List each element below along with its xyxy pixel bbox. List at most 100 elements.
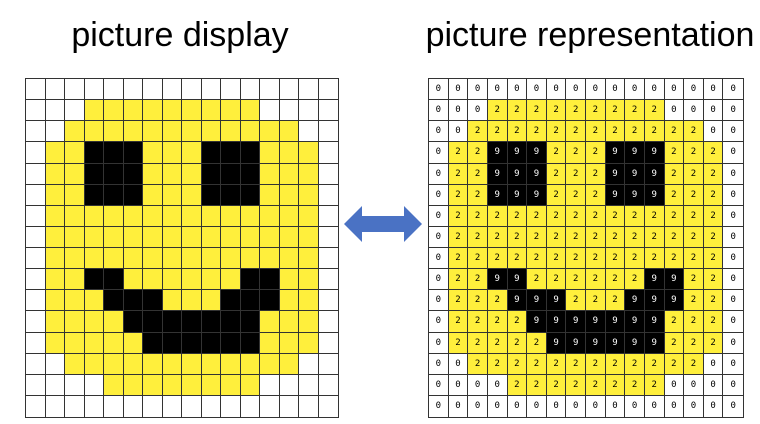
display-pixel [221, 269, 241, 291]
display-pixel [279, 290, 299, 312]
display-pixel [221, 311, 241, 333]
display-pixel [143, 311, 163, 333]
display-pixel [123, 163, 143, 185]
representation-cell: 2 [487, 100, 508, 122]
display-pixel [84, 184, 104, 206]
display-pixel [26, 332, 46, 354]
representation-cell: 9 [664, 290, 685, 312]
display-pixel [143, 353, 163, 375]
display-pixel [201, 395, 221, 417]
display-pixel [182, 121, 202, 143]
representation-cell: 9 [507, 163, 528, 185]
representation-cell: 9 [546, 332, 567, 354]
display-pixel [260, 142, 280, 164]
display-pixel [45, 226, 65, 248]
representation-cell: 0 [507, 79, 528, 101]
representation-cell: 2 [684, 205, 704, 227]
representation-cell: 0 [429, 374, 449, 396]
display-pixel [240, 100, 260, 122]
representation-cell: 2 [566, 290, 586, 312]
representation-cell: 9 [644, 311, 665, 333]
display-pixel [318, 100, 338, 122]
display-pixel [123, 79, 143, 101]
representation-cell: 0 [448, 100, 469, 122]
representation-cell: 2 [507, 121, 528, 143]
representation-cell: 9 [507, 142, 528, 164]
representation-cell: 0 [429, 395, 449, 417]
representation-cell: 2 [703, 248, 724, 270]
display-pixel [65, 100, 85, 122]
display-pixel [240, 121, 260, 143]
representation-cell: 9 [625, 311, 645, 333]
display-pixel [240, 248, 260, 270]
double-arrow-icon [344, 206, 422, 242]
representation-cell: 2 [507, 332, 528, 354]
display-pixel [279, 374, 299, 396]
representation-cell: 2 [468, 184, 488, 206]
representation-cell: 2 [566, 184, 586, 206]
display-pixel [26, 269, 46, 291]
representation-cell: 2 [487, 205, 508, 227]
representation-cell: 2 [605, 226, 626, 248]
representation-cell: 9 [586, 311, 606, 333]
representation-cell: 2 [644, 226, 665, 248]
representation-cell: 2 [468, 205, 488, 227]
display-pixel [201, 79, 221, 101]
representation-cell: 9 [644, 142, 665, 164]
representation-cell: 0 [684, 374, 704, 396]
representation-cell: 2 [468, 248, 488, 270]
display-pixel [65, 332, 85, 354]
display-pixel [123, 142, 143, 164]
display-pixel [123, 121, 143, 143]
display-pixel [201, 311, 221, 333]
representation-cell: 0 [507, 395, 528, 417]
display-pixel [299, 205, 319, 227]
display-pixel [162, 311, 182, 333]
representation-cell: 2 [625, 205, 645, 227]
display-pixel [162, 395, 182, 417]
display-pixel [201, 226, 221, 248]
display-pixel [221, 353, 241, 375]
display-pixel [65, 226, 85, 248]
representation-cell: 2 [664, 311, 685, 333]
representation-cell: 2 [664, 205, 685, 227]
representation-cell: 0 [723, 184, 743, 206]
representation-cell: 2 [546, 374, 567, 396]
display-pixel [162, 205, 182, 227]
display-pixel [240, 332, 260, 354]
double-arrow-shape [344, 206, 422, 242]
representation-cell: 2 [586, 205, 606, 227]
representation-cell: 0 [723, 374, 743, 396]
representation-cell: 2 [546, 163, 567, 185]
display-pixel [201, 205, 221, 227]
display-pixel [65, 290, 85, 312]
display-pixel [65, 395, 85, 417]
display-pixel [45, 205, 65, 227]
display-pixel [182, 184, 202, 206]
representation-cell: 2 [448, 290, 469, 312]
display-pixel [299, 226, 319, 248]
representation-cell: 2 [703, 142, 724, 164]
representation-cell: 0 [586, 79, 606, 101]
display-pixel [143, 205, 163, 227]
display-pixel [221, 395, 241, 417]
representation-cell: 9 [487, 184, 508, 206]
display-pixel [45, 353, 65, 375]
representation-cell: 2 [448, 142, 469, 164]
representation-cell: 2 [468, 142, 488, 164]
representation-cell: 9 [605, 311, 626, 333]
representation-cell: 2 [487, 290, 508, 312]
display-pixel [162, 269, 182, 291]
display-pixel [182, 79, 202, 101]
display-pixel [143, 248, 163, 270]
representation-cell: 0 [664, 79, 685, 101]
display-pixel [65, 79, 85, 101]
representation-cell: 0 [723, 163, 743, 185]
display-pixel [318, 332, 338, 354]
display-pixel [260, 121, 280, 143]
representation-cell: 2 [448, 311, 469, 333]
display-pixel [104, 353, 124, 375]
display-pixel [45, 374, 65, 396]
display-pixel [318, 79, 338, 101]
display-pixel [123, 353, 143, 375]
